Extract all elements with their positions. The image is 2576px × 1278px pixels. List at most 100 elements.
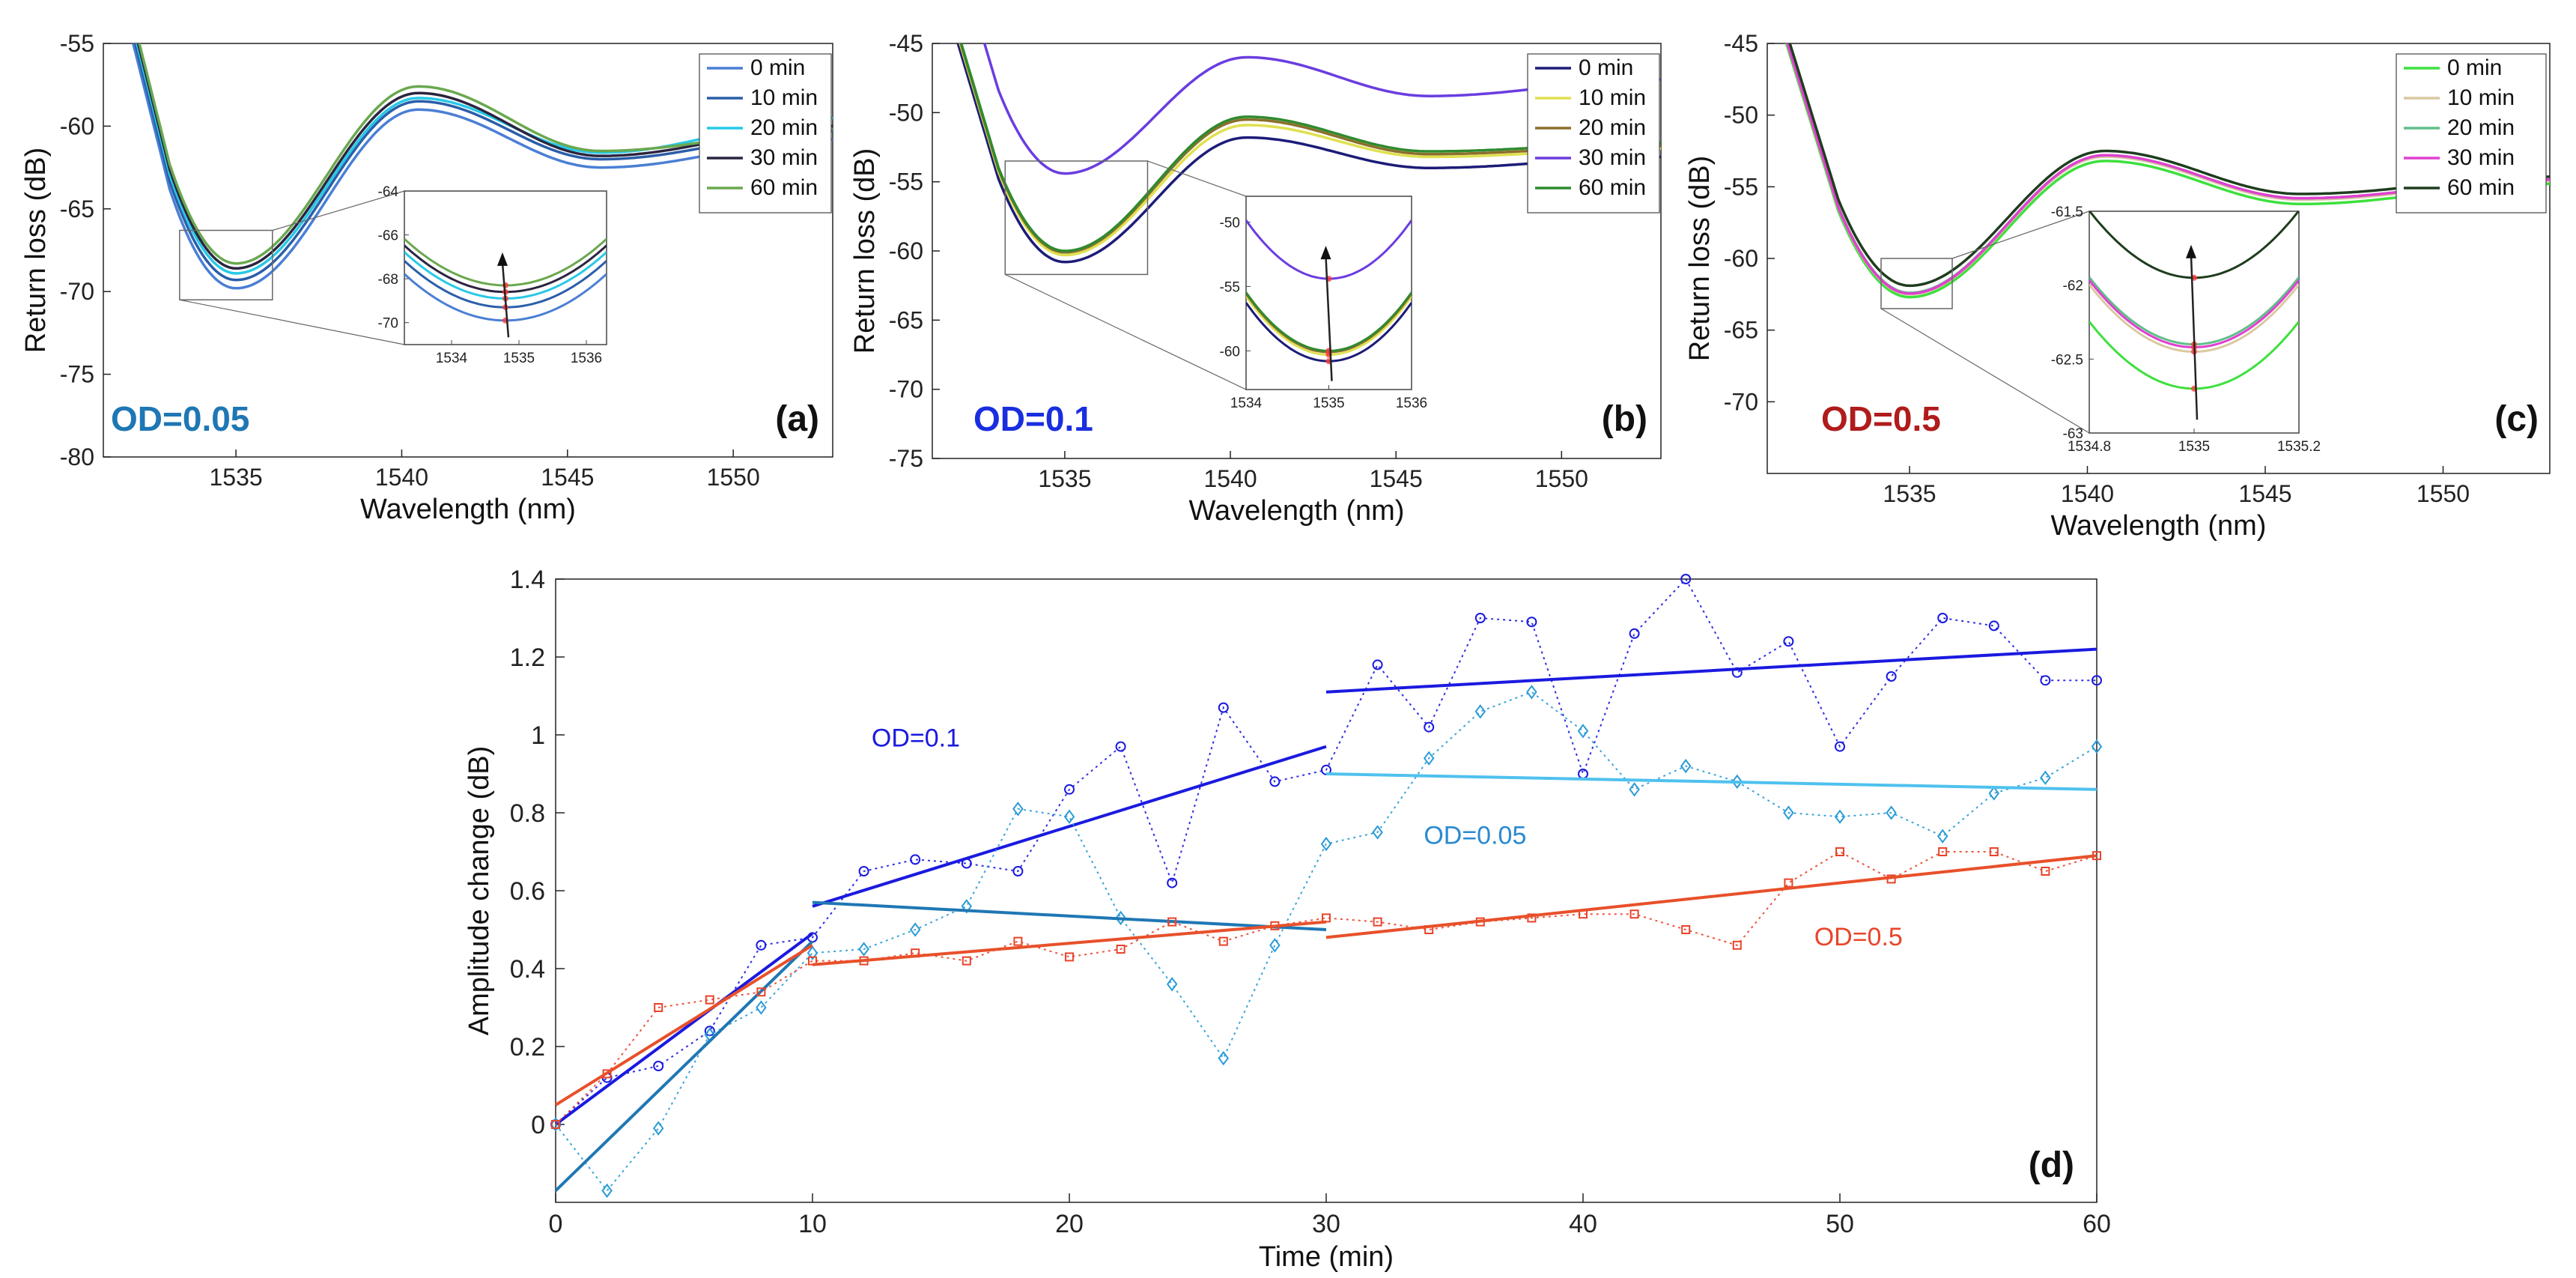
y-tick-label: -50 [1724,102,1758,129]
legend-entry: 30 min [750,145,818,170]
x-tick-label: 10 [798,1210,827,1238]
zoom-rect [179,229,273,300]
y-tick-label: -70 [1724,388,1758,415]
y-tick-label: -60 [889,237,923,264]
zoom-connector [1005,273,1247,390]
data-point [1218,936,1228,946]
data-point [756,1000,767,1015]
trend-arrow-head [497,252,508,266]
data-point [1938,847,1948,856]
inset-y-tick-label: -60 [1220,344,1240,360]
trend-arrow-head [2186,244,2196,258]
data-point [1012,802,1024,817]
inset-y-tick-label: -70 [378,316,398,332]
inset-x-tick-label: 1536 [571,351,602,366]
data-point [1629,782,1640,797]
inset-x-tick-label: 1536 [1396,396,1427,411]
data-point [1372,659,1383,670]
y-tick-label: -60 [1724,245,1758,272]
fit-line [554,932,814,1126]
fit-line [554,944,814,1106]
series-OD=0.5 [551,847,2101,1129]
zoom-rect [1880,258,1953,309]
data-point [1886,805,1897,820]
x-tick-label: 1550 [707,464,760,491]
x-tick-label: 0 [549,1210,563,1238]
annotation-od-0-5: OD=0.5 [1814,923,1903,951]
y-tick-label: -65 [60,196,94,222]
series-dotted-line [555,578,2097,1125]
data-point [1988,620,1999,632]
inset-y-tick-label: -62.5 [2051,352,2083,368]
fit-line [1325,772,2097,791]
data-point [1783,636,1794,647]
data-point [1013,936,1023,946]
data-point [653,1061,664,1071]
data-point [2040,675,2051,686]
y-tick-label: -65 [889,306,923,333]
legend: 0 min 10 min 20 min 30 min 60 min [699,53,832,213]
panel-label: (c) [2494,399,2539,439]
x-tick-label: 1540 [375,464,428,491]
y-tick-label: -55 [1724,173,1758,200]
zoom-connector [1880,308,2090,434]
data-point [1269,776,1281,787]
y-tick-label: 0.2 [510,1033,545,1062]
axes-frame [103,43,833,458]
series-OD=0.1 [550,574,2102,1130]
data-point [1218,702,1229,713]
data-point [2091,739,2103,754]
annotation-od-0-05: OD=0.05 [1424,822,1526,850]
data-point [806,945,818,960]
data-point [1373,917,1382,927]
y-tick-label: -45 [889,30,923,57]
inset-x-tick-label: 1534 [436,351,468,366]
panel-b: 1535 1540 1545 1550 -75 -70 -65 -60 -55 -50 -45 Wav… [849,30,1662,527]
inset-y-tick-label: -50 [1220,215,1240,231]
data-point [2041,867,2050,876]
x-axis-label: Wavelength (nm) [2051,510,2267,542]
data-point [1680,574,1692,584]
data-point [1834,809,1846,824]
zoom-connector [179,299,405,345]
y-axis-label: Return loss (dB) [20,148,52,354]
fit-line [1325,854,2097,939]
legend-entry: 20 min [2447,115,2515,140]
x-tick-label: 50 [1826,1210,1854,1238]
x-tick-label: 20 [1055,1210,1084,1238]
y-tick-label: 0.8 [510,799,545,828]
data-point [1063,809,1075,824]
inset-x-tick-label: 1535 [503,351,535,366]
data-point [1783,805,1794,820]
data-point [1269,938,1281,953]
data-point [601,1183,613,1199]
data-point [1474,613,1486,623]
series-dotted-line [555,850,2097,1125]
data-point [1681,925,1691,934]
legend-frame [699,53,832,213]
inset-x-tick-label: 1535 [1313,396,1344,411]
x-tick-label: 1535 [1038,465,1091,492]
trend-arrow-head [1320,246,1331,260]
inset-x-tick-label: 1534 [1230,396,1263,411]
data-point [1835,741,1845,752]
x-tick-label: 1550 [2416,480,2470,507]
legend-entry: 30 min [2447,145,2515,170]
y-tick-label: -70 [889,376,923,403]
y-tick-label: 0.4 [510,955,545,984]
y-tick-label: -50 [889,99,923,126]
y-tick-label: 1.2 [510,643,545,672]
data-point [1423,751,1435,766]
annotation-od-0-1: OD=0.1 [872,724,960,753]
data-point [551,1120,560,1129]
x-tick-label: 30 [1312,1210,1340,1238]
data-point [1116,945,1126,954]
data-point [1936,829,1948,844]
data-point [1322,913,1331,923]
data-point [1988,786,2000,801]
data-point [652,1121,664,1136]
y-axis-label: Amplitude change (dB) [464,746,495,1036]
legend: 0 min 10 min 20 min 30 min 60 min [2396,53,2547,213]
od-label: OD=0.05 [111,399,249,438]
